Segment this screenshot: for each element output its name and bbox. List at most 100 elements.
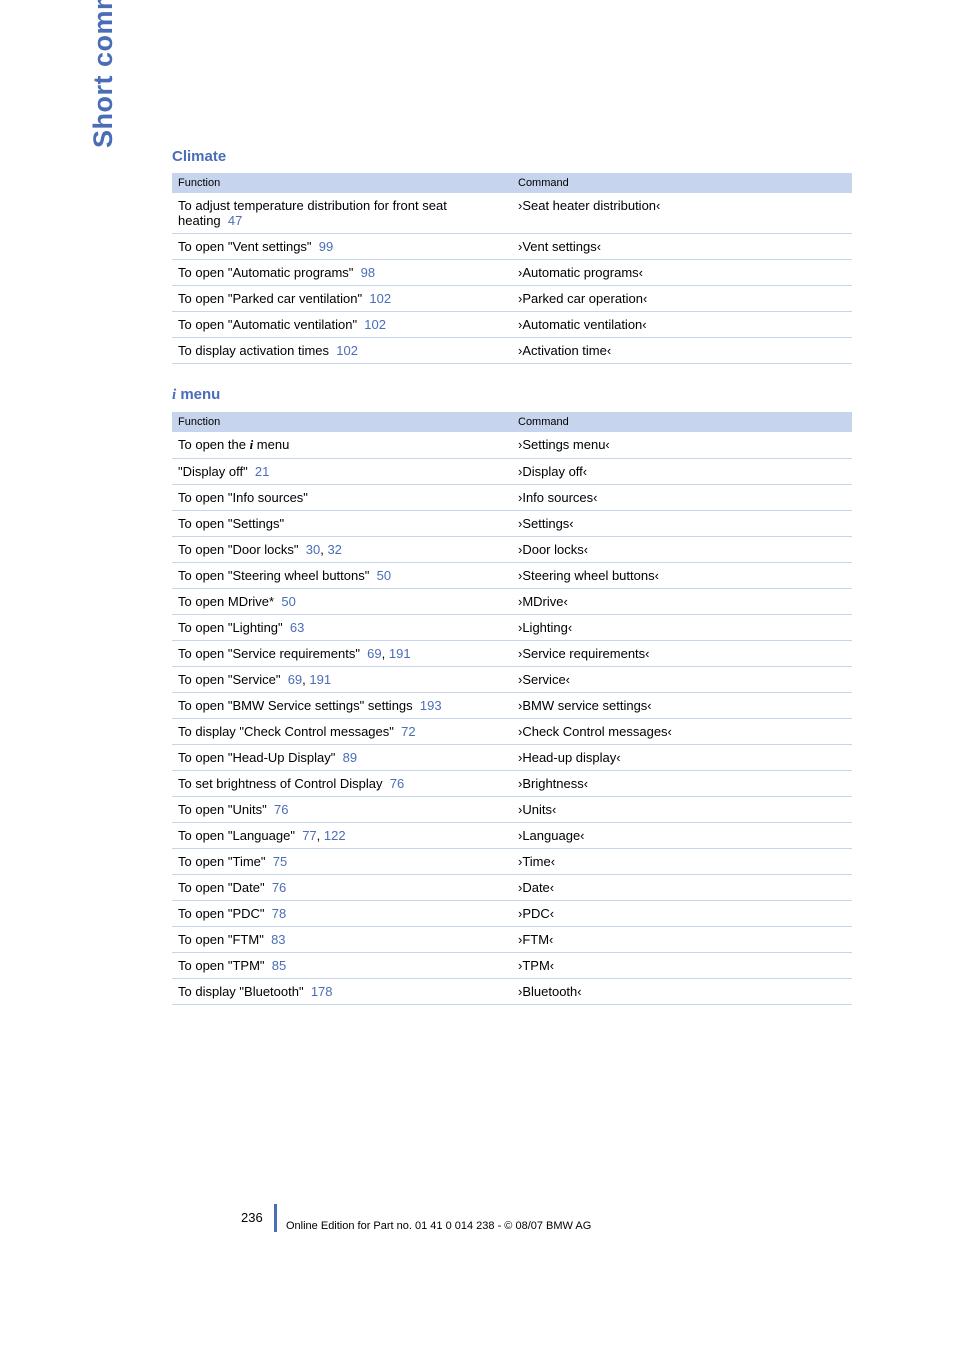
footer-divider: [274, 1204, 277, 1232]
table-row: To open "Automatic programs" 98›Automati…: [172, 260, 852, 286]
command-cell: ›Vent settings‹: [512, 234, 852, 260]
table-row: To display activation times 102›Activati…: [172, 338, 852, 364]
table-row: To open "Door locks" 30, 32›Door locks‹: [172, 537, 852, 563]
page-link[interactable]: 76: [272, 880, 286, 895]
function-cell: To open "Automatic programs" 98: [172, 260, 512, 286]
command-cell: ›MDrive‹: [512, 589, 852, 615]
command-cell: ›PDC‹: [512, 901, 852, 927]
command-cell: ›TPM‹: [512, 953, 852, 979]
page-link[interactable]: 102: [369, 291, 391, 306]
page-link[interactable]: 193: [420, 698, 442, 713]
command-cell: ›Door locks‹: [512, 537, 852, 563]
command-cell: ›Check Control messages‹: [512, 719, 852, 745]
function-cell: To open "Units" 76: [172, 797, 512, 823]
command-cell: ›Display off‹: [512, 459, 852, 485]
table-row: To open "Settings"›Settings‹: [172, 511, 852, 537]
page-link[interactable]: 83: [271, 932, 285, 947]
function-cell: To open "PDC" 78: [172, 901, 512, 927]
page-link[interactable]: 69: [367, 646, 381, 661]
table-row: To set brightness of Control Display 76›…: [172, 771, 852, 797]
page-number: 236: [241, 1210, 263, 1225]
command-cell: ›Steering wheel buttons‹: [512, 563, 852, 589]
page-link[interactable]: 75: [273, 854, 287, 869]
table-row: To open "Steering wheel buttons" 50›Stee…: [172, 563, 852, 589]
command-cell: ›Service requirements‹: [512, 641, 852, 667]
table-row: To open "Lighting" 63›Lighting‹: [172, 615, 852, 641]
imenu-table: Function Command To open the i menu›Sett…: [172, 412, 852, 1005]
page-link[interactable]: 69: [288, 672, 302, 687]
page-link[interactable]: 72: [401, 724, 415, 739]
function-cell: To open "Info sources": [172, 485, 512, 511]
imenu-heading: i menu: [172, 386, 852, 404]
page-link[interactable]: 122: [324, 828, 346, 843]
climate-heading: Climate: [172, 148, 852, 165]
function-cell: To open "Parked car ventilation" 102: [172, 286, 512, 312]
function-cell: To open "Door locks" 30, 32: [172, 537, 512, 563]
function-cell: To open "Vent settings" 99: [172, 234, 512, 260]
table-row: To open "FTM" 83›FTM‹: [172, 927, 852, 953]
page-link[interactable]: 50: [377, 568, 391, 583]
function-cell: To open "FTM" 83: [172, 927, 512, 953]
table-row: To open "Parked car ventilation" 102›Par…: [172, 286, 852, 312]
table-row: To open "Language" 77, 122›Language‹: [172, 823, 852, 849]
table-row: "Display off" 21›Display off‹: [172, 459, 852, 485]
command-cell: ›Activation time‹: [512, 338, 852, 364]
page-link[interactable]: 47: [228, 213, 242, 228]
table-row: To open "BMW Service settings" settings …: [172, 693, 852, 719]
function-cell: To open "Service requirements" 69, 191: [172, 641, 512, 667]
command-cell: ›Service‹: [512, 667, 852, 693]
command-cell: ›Seat heater distribution‹: [512, 193, 852, 234]
function-cell: To open "Service" 69, 191: [172, 667, 512, 693]
table-row: To open "Time" 75›Time‹: [172, 849, 852, 875]
function-cell: To display "Bluetooth" 178: [172, 979, 512, 1005]
col-function: Function: [172, 173, 512, 193]
table-row: To open the i menu›Settings menu‹: [172, 432, 852, 459]
command-cell: ›Head-up display‹: [512, 745, 852, 771]
function-cell: To open "Settings": [172, 511, 512, 537]
command-cell: ›Brightness‹: [512, 771, 852, 797]
page-link[interactable]: 30: [306, 542, 320, 557]
page-link[interactable]: 78: [272, 906, 286, 921]
function-cell: To open "BMW Service settings" settings …: [172, 693, 512, 719]
page-link[interactable]: 85: [272, 958, 286, 973]
command-cell: ›Info sources‹: [512, 485, 852, 511]
function-cell: To set brightness of Control Display 76: [172, 771, 512, 797]
table-row: To open "Head-Up Display" 89›Head-up dis…: [172, 745, 852, 771]
table-row: To open MDrive* 50›MDrive‹: [172, 589, 852, 615]
page-link[interactable]: 63: [290, 620, 304, 635]
page-link[interactable]: 98: [361, 265, 375, 280]
footer-text: Online Edition for Part no. 01 41 0 014 …: [286, 1220, 591, 1232]
page-link[interactable]: 191: [389, 646, 411, 661]
table-row: To open "Vent settings" 99›Vent settings…: [172, 234, 852, 260]
table-row: To open "TPM" 85›TPM‹: [172, 953, 852, 979]
function-cell: To display "Check Control messages" 72: [172, 719, 512, 745]
page-link[interactable]: 76: [390, 776, 404, 791]
function-cell: To open "Steering wheel buttons" 50: [172, 563, 512, 589]
page-link[interactable]: 21: [255, 464, 269, 479]
command-cell: ›Lighting‹: [512, 615, 852, 641]
page-link[interactable]: 102: [364, 317, 386, 332]
table-row: To display "Check Control messages" 72›C…: [172, 719, 852, 745]
col-command: Command: [512, 412, 852, 432]
page-link[interactable]: 191: [309, 672, 331, 687]
page-link[interactable]: 76: [274, 802, 288, 817]
function-cell: To display activation times 102: [172, 338, 512, 364]
main-content: Climate Function Command To adjust tempe…: [172, 148, 852, 1027]
page-link[interactable]: 99: [319, 239, 333, 254]
page-link[interactable]: 178: [311, 984, 333, 999]
function-cell: To open "Date" 76: [172, 875, 512, 901]
page-link[interactable]: 102: [336, 343, 358, 358]
command-cell: ›Language‹: [512, 823, 852, 849]
function-cell: To adjust temperature distribution for f…: [172, 193, 512, 234]
page-link[interactable]: 32: [327, 542, 341, 557]
page-link[interactable]: 89: [343, 750, 357, 765]
command-cell: ›Settings‹: [512, 511, 852, 537]
page-link[interactable]: 77: [302, 828, 316, 843]
function-cell: To open "Lighting" 63: [172, 615, 512, 641]
command-cell: ›Automatic programs‹: [512, 260, 852, 286]
page-link[interactable]: 50: [281, 594, 295, 609]
command-cell: ›BMW service settings‹: [512, 693, 852, 719]
table-row: To open "Units" 76›Units‹: [172, 797, 852, 823]
climate-table: Function Command To adjust temperature d…: [172, 173, 852, 364]
command-cell: ›Parked car operation‹: [512, 286, 852, 312]
